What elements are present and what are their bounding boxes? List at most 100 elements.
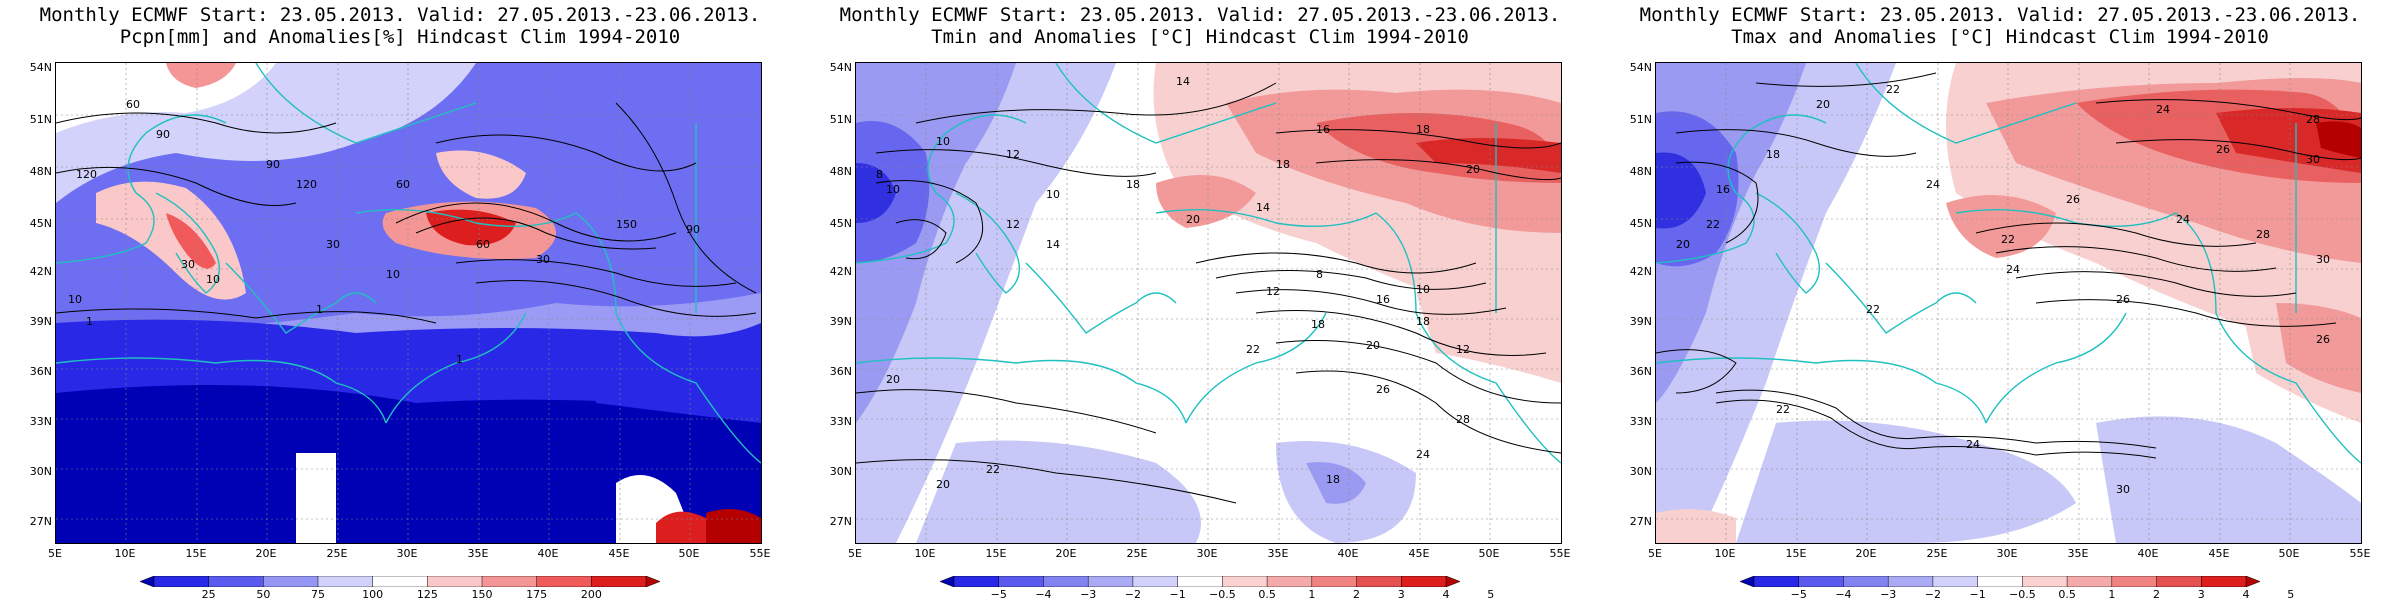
lon-tick: 25E xyxy=(1926,547,1948,560)
contour-label: 26 xyxy=(2116,293,2130,306)
anomaly-field xyxy=(1416,289,1561,383)
tmin-map-svg: 14 10 12 16 18 10 8 10 12 14 18 20 20 18… xyxy=(856,63,1561,543)
colorbar-segment xyxy=(1740,576,1755,587)
contour-label: 10 xyxy=(68,293,82,306)
lat-tick: 48N xyxy=(829,165,852,178)
tmin-panel: Monthly ECMWF Start: 23.05.2013. Valid: … xyxy=(800,0,1600,600)
tmax-panel: Monthly ECMWF Start: 23.05.2013. Valid: … xyxy=(1600,0,2400,600)
contour-label: 30 xyxy=(2116,483,2130,496)
contour-label: 10 xyxy=(1046,188,1060,201)
anomaly-field xyxy=(1736,420,2076,543)
colorbar-label: −1 xyxy=(1969,588,1986,601)
anomaly-field xyxy=(2276,303,2361,393)
lat-tick: 51N xyxy=(1629,113,1652,126)
lat-tick: 30N xyxy=(29,465,52,478)
anomaly-field xyxy=(296,453,336,543)
lat-tick: 54N xyxy=(1629,61,1652,74)
contour-label: 26 xyxy=(2216,143,2230,156)
contour-label: 18 xyxy=(1276,158,1290,171)
colorbar-label: 125 xyxy=(416,588,438,601)
contour-label: 24 xyxy=(1416,448,1430,461)
lat-tick: 27N xyxy=(29,515,52,528)
contour-label: 24 xyxy=(2156,103,2170,116)
contour-label: 90 xyxy=(686,223,700,236)
contour-label: 20 xyxy=(1186,213,1200,226)
contour-label: 12 xyxy=(1006,218,1020,231)
contour-label: 20 xyxy=(1366,339,1380,352)
lon-tick: 10E xyxy=(114,547,136,560)
colorbar-segment xyxy=(2201,576,2247,587)
anomaly-field xyxy=(706,509,761,543)
contour-value-labels: 14 10 12 16 18 10 8 10 12 14 18 20 20 18… xyxy=(876,75,1480,491)
lon-tick: 45E xyxy=(2208,547,2230,560)
colorbar-segment xyxy=(1043,576,1089,587)
anomaly-field xyxy=(56,385,761,543)
contour-label: 8 xyxy=(876,168,883,181)
contour-label: 120 xyxy=(296,178,317,191)
lat-lon-grid xyxy=(1656,63,2361,543)
contour-label: 8 xyxy=(1316,268,1323,281)
colorbar-segment xyxy=(2245,576,2260,587)
anomaly-field xyxy=(1156,175,1256,228)
colorbar-label: 4 xyxy=(1442,588,1450,601)
lat-tick: 33N xyxy=(829,415,852,428)
contour-label: 60 xyxy=(476,238,490,251)
panel-title-line1: Monthly ECMWF Start: 23.05.2013. Valid: … xyxy=(839,4,1561,26)
lat-lon-grid xyxy=(856,63,1561,543)
contour-label: 22 xyxy=(1866,303,1880,316)
anomaly-field xyxy=(166,63,236,88)
colorbar-segment xyxy=(208,576,265,587)
contour-label: 20 xyxy=(886,373,900,386)
lon-tick: 20E xyxy=(255,547,277,560)
colorbar-segment xyxy=(481,576,538,587)
colorbar-label: 25 xyxy=(201,588,216,601)
colorbar-segment xyxy=(1843,576,1889,587)
contour-label: 28 xyxy=(2256,228,2270,241)
tmax-map-svg: 22 20 18 24 28 30 26 16 22 20 24 22 26 2… xyxy=(1656,63,2361,543)
contour-label: 22 xyxy=(1776,403,1790,416)
contour-label: 60 xyxy=(396,178,410,191)
lon-tick: 40E xyxy=(537,547,559,560)
contour-label: 28 xyxy=(1456,413,1470,426)
lon-tick: 35E xyxy=(2067,547,2089,560)
contour-label: 10 xyxy=(886,183,900,196)
panel-title-line1: Monthly ECMWF Start: 23.05.2013. Valid: … xyxy=(39,4,761,26)
colorbar-segment xyxy=(427,576,483,587)
lat-tick: 42N xyxy=(1629,265,1652,278)
panel-title-line2: Pcpn[mm] and Anomalies[%] Hindcast Clim … xyxy=(119,26,681,48)
contour-label: 30 xyxy=(2316,253,2330,266)
lat-tick: 36N xyxy=(29,365,52,378)
lat-tick: 51N xyxy=(29,113,52,126)
contour-label: 22 xyxy=(1706,218,1720,231)
colorbar-segment xyxy=(1798,576,1845,587)
coastlines xyxy=(56,63,761,464)
lat-tick: 42N xyxy=(829,265,852,278)
colorbar-segment xyxy=(263,576,319,587)
contour-label: 26 xyxy=(2066,193,2080,206)
contour-label: 26 xyxy=(2316,333,2330,346)
anomaly-field xyxy=(1656,509,1736,543)
colorbar-label: −4 xyxy=(1835,588,1852,601)
anomaly-field xyxy=(1416,138,1561,173)
coastlines xyxy=(1656,63,2361,464)
lat-tick: 45N xyxy=(1629,217,1652,230)
colorbar-label: 4 xyxy=(2242,588,2250,601)
lat-tick: 48N xyxy=(29,165,52,178)
lat-tick: 42N xyxy=(29,265,52,278)
lon-tick: 50E xyxy=(678,547,700,560)
colorbar-label: −5 xyxy=(1790,588,1807,601)
contour-label: 18 xyxy=(1416,123,1430,136)
colorbar-segment xyxy=(953,576,1000,587)
colorbar-segment xyxy=(536,576,593,587)
contour-label: 14 xyxy=(1256,201,1270,214)
contour-label: 30 xyxy=(2306,153,2320,166)
lat-tick: 39N xyxy=(1629,315,1652,328)
contour-label: 20 xyxy=(1816,98,1830,111)
contour-label: 150 xyxy=(616,218,637,231)
contour-label: 22 xyxy=(2001,233,2015,246)
colorbar-label: −5 xyxy=(990,588,1007,601)
colorbar-segment xyxy=(1266,576,1313,587)
lon-tick: 55E xyxy=(2349,547,2371,560)
colorbar-label: 0.5 xyxy=(2058,588,2076,601)
contour-label: 18 xyxy=(1311,318,1325,331)
